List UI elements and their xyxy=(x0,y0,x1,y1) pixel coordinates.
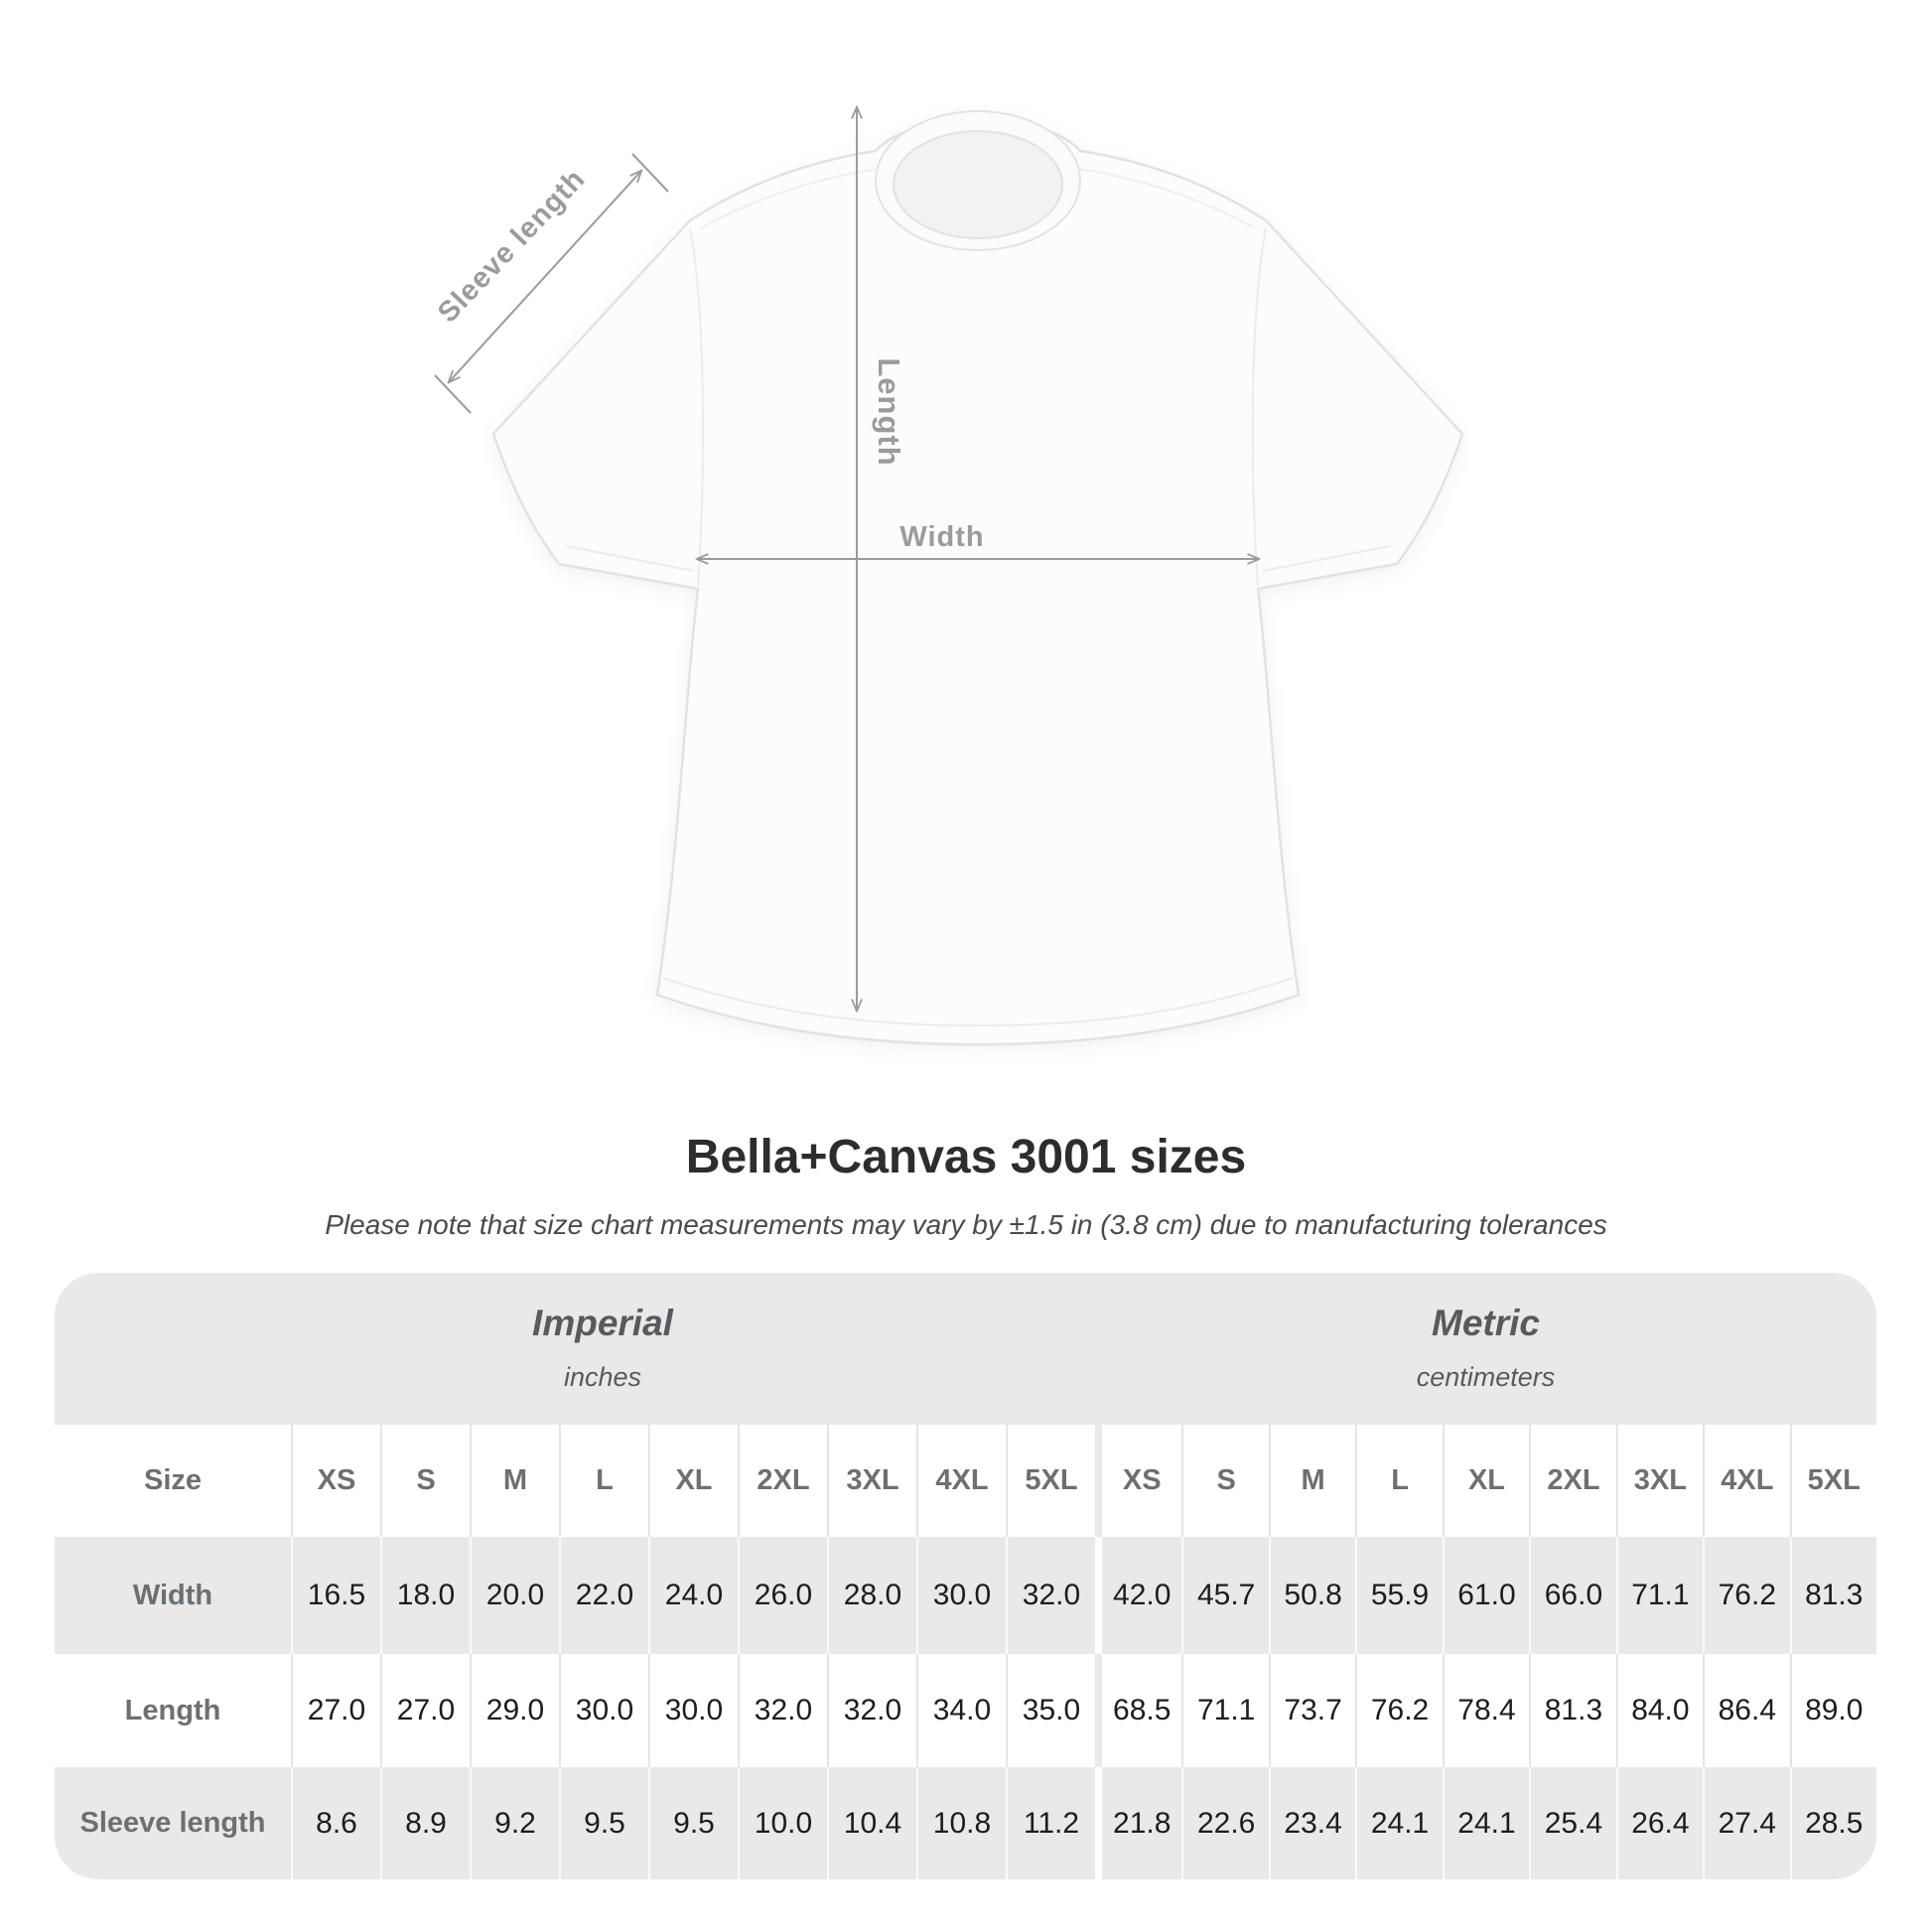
value-cell: 68.5 xyxy=(1095,1654,1182,1767)
unit-group-label: Imperial xyxy=(532,1303,673,1343)
value-cell: 8.6 xyxy=(291,1767,380,1879)
value-cell: 24.1 xyxy=(1355,1767,1442,1879)
unit-group-sublabel: inches xyxy=(563,1362,642,1392)
size-table-card: Imperial inches Metric centimeters Size XS S M L… xyxy=(55,1273,1876,1879)
length-label: Length xyxy=(872,357,906,466)
size-header-cell: XL xyxy=(1442,1425,1530,1537)
tshirt-diagram: Sleeve length Length Width xyxy=(432,0,1464,1046)
size-table: Imperial inches Metric centimeters Size XS S M L… xyxy=(55,1273,1876,1879)
value-cell: 45.7 xyxy=(1181,1537,1268,1654)
value-cell: 27.0 xyxy=(291,1654,380,1767)
size-header-cell: 4XL xyxy=(1703,1425,1790,1537)
value-cell: 61.0 xyxy=(1442,1537,1529,1654)
value-cell: 10.4 xyxy=(827,1767,916,1879)
unit-group-imperial: Imperial inches xyxy=(55,1273,1095,1425)
value-cell: 71.1 xyxy=(1615,1537,1703,1654)
unit-group-label: Metric xyxy=(1432,1303,1540,1343)
value-cell: 9.2 xyxy=(470,1767,559,1879)
value-cell: 76.2 xyxy=(1355,1654,1443,1767)
value-cell: 84.0 xyxy=(1615,1654,1704,1767)
value-cell: 34.0 xyxy=(916,1654,1006,1767)
value-cell: 66.0 xyxy=(1529,1537,1615,1654)
tolerance-note: Please note that size chart measurements… xyxy=(325,1209,1607,1240)
size-header-cell: 3XL xyxy=(1615,1425,1704,1537)
size-header-cell: M xyxy=(1268,1425,1356,1537)
unit-group-metric: Metric centimeters xyxy=(1095,1273,1876,1425)
value-cell: 30.0 xyxy=(559,1654,648,1767)
value-cell: 26.0 xyxy=(738,1537,827,1654)
size-header-cell: XS xyxy=(1095,1425,1182,1537)
size-column-header: Size xyxy=(55,1425,291,1537)
size-header-cell: L xyxy=(559,1425,648,1537)
value-cell: 28.0 xyxy=(827,1537,916,1654)
value-cell: 42.0 xyxy=(1095,1537,1181,1654)
value-cell: 27.4 xyxy=(1703,1767,1789,1879)
size-header-cell: XS xyxy=(291,1425,380,1537)
value-cell: 20.0 xyxy=(470,1537,559,1654)
size-header-cell: L xyxy=(1355,1425,1443,1537)
value-cell: 32.0 xyxy=(1006,1537,1095,1654)
value-cell: 10.8 xyxy=(916,1767,1006,1879)
unit-group-sublabel: centimeters xyxy=(1416,1362,1556,1392)
value-cell: 9.5 xyxy=(648,1767,738,1879)
size-header-cell: M xyxy=(470,1425,559,1537)
value-cell: 11.2 xyxy=(1006,1767,1095,1879)
size-header-cell: XL xyxy=(648,1425,738,1537)
value-cell: 89.0 xyxy=(1789,1654,1876,1767)
value-cell: 35.0 xyxy=(1006,1654,1095,1767)
value-cell: 24.0 xyxy=(648,1537,738,1654)
value-cell: 86.4 xyxy=(1703,1654,1790,1767)
row-label: Sleeve length xyxy=(79,1807,266,1839)
size-header-cell: 5XL xyxy=(1006,1425,1095,1537)
size-header-cell: 2XL xyxy=(738,1425,827,1537)
size-header-cell: 4XL xyxy=(916,1425,1006,1537)
value-cell: 18.0 xyxy=(380,1537,470,1654)
value-cell: 81.3 xyxy=(1529,1654,1616,1767)
value-cell: 22.6 xyxy=(1181,1767,1268,1879)
value-cell: 27.0 xyxy=(380,1654,470,1767)
value-cell: 16.5 xyxy=(291,1537,380,1654)
size-header-cell: S xyxy=(1181,1425,1269,1537)
size-header-cell: 3XL xyxy=(827,1425,916,1537)
value-cell: 10.0 xyxy=(738,1767,827,1879)
tshirt-illustration xyxy=(491,110,1464,1046)
value-cell: 8.9 xyxy=(380,1767,470,1879)
value-cell: 21.8 xyxy=(1095,1767,1181,1879)
value-cell: 25.4 xyxy=(1529,1767,1615,1879)
value-cell: 29.0 xyxy=(470,1654,559,1767)
value-cell: 24.1 xyxy=(1442,1767,1529,1879)
width-label: Width xyxy=(899,521,984,553)
value-cell: 22.0 xyxy=(559,1537,648,1654)
value-cell: 76.2 xyxy=(1703,1537,1789,1654)
value-cell: 9.5 xyxy=(559,1767,648,1879)
value-cell: 30.0 xyxy=(916,1537,1006,1654)
row-label: Length xyxy=(55,1654,291,1767)
row-label: Width xyxy=(132,1579,213,1611)
value-cell: 23.4 xyxy=(1268,1767,1355,1879)
value-cell: 71.1 xyxy=(1181,1654,1269,1767)
value-cell: 55.9 xyxy=(1355,1537,1442,1654)
page-title: Bella+Canvas 3001 sizes xyxy=(685,1131,1247,1183)
size-header-cell: 2XL xyxy=(1529,1425,1616,1537)
value-cell: 26.4 xyxy=(1615,1767,1703,1879)
value-cell: 78.4 xyxy=(1442,1654,1530,1767)
size-header-cell: S xyxy=(380,1425,470,1537)
sleeve-length-label: Sleeve length xyxy=(432,163,592,329)
value-cell: 30.0 xyxy=(648,1654,738,1767)
value-cell: 32.0 xyxy=(827,1654,916,1767)
size-header-cell: 5XL xyxy=(1789,1425,1876,1537)
value-cell: 28.5 xyxy=(1789,1767,1876,1879)
value-cell: 81.3 xyxy=(1789,1537,1876,1654)
value-cell: 32.0 xyxy=(738,1654,827,1767)
sleeve-length-arrow xyxy=(434,153,669,414)
value-cell: 73.7 xyxy=(1268,1654,1356,1767)
value-cell: 50.8 xyxy=(1268,1537,1355,1654)
